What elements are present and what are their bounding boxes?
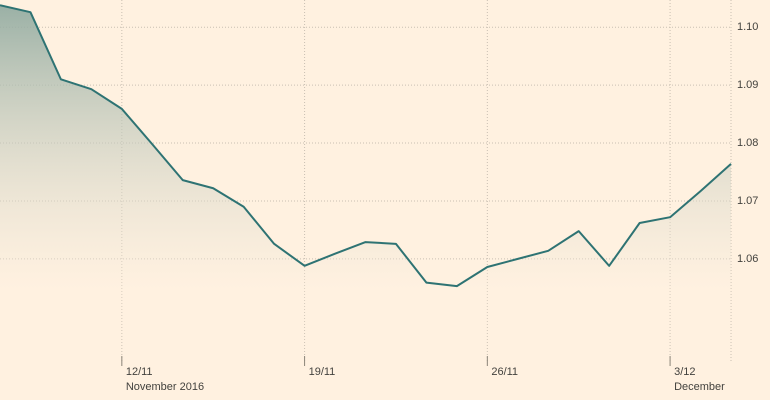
area: [0, 5, 731, 363]
x-tick-label: 12/11: [126, 366, 153, 378]
y-tick-label: 1.06: [737, 253, 758, 265]
x-period-label: November 2016: [126, 381, 204, 393]
line: [0, 4, 732, 288]
y-tick-label: 1.08: [737, 137, 758, 149]
y-tick-label: 1.09: [737, 79, 758, 91]
y-tick-label: 1.07: [737, 195, 758, 207]
x-period-label: December: [674, 381, 725, 393]
x-tick-label: 26/11: [491, 366, 518, 378]
y-tick-label: 1.10: [737, 21, 758, 33]
x-tick-label: 3/12: [674, 366, 695, 378]
x-tick-label: 19/11: [309, 366, 336, 378]
